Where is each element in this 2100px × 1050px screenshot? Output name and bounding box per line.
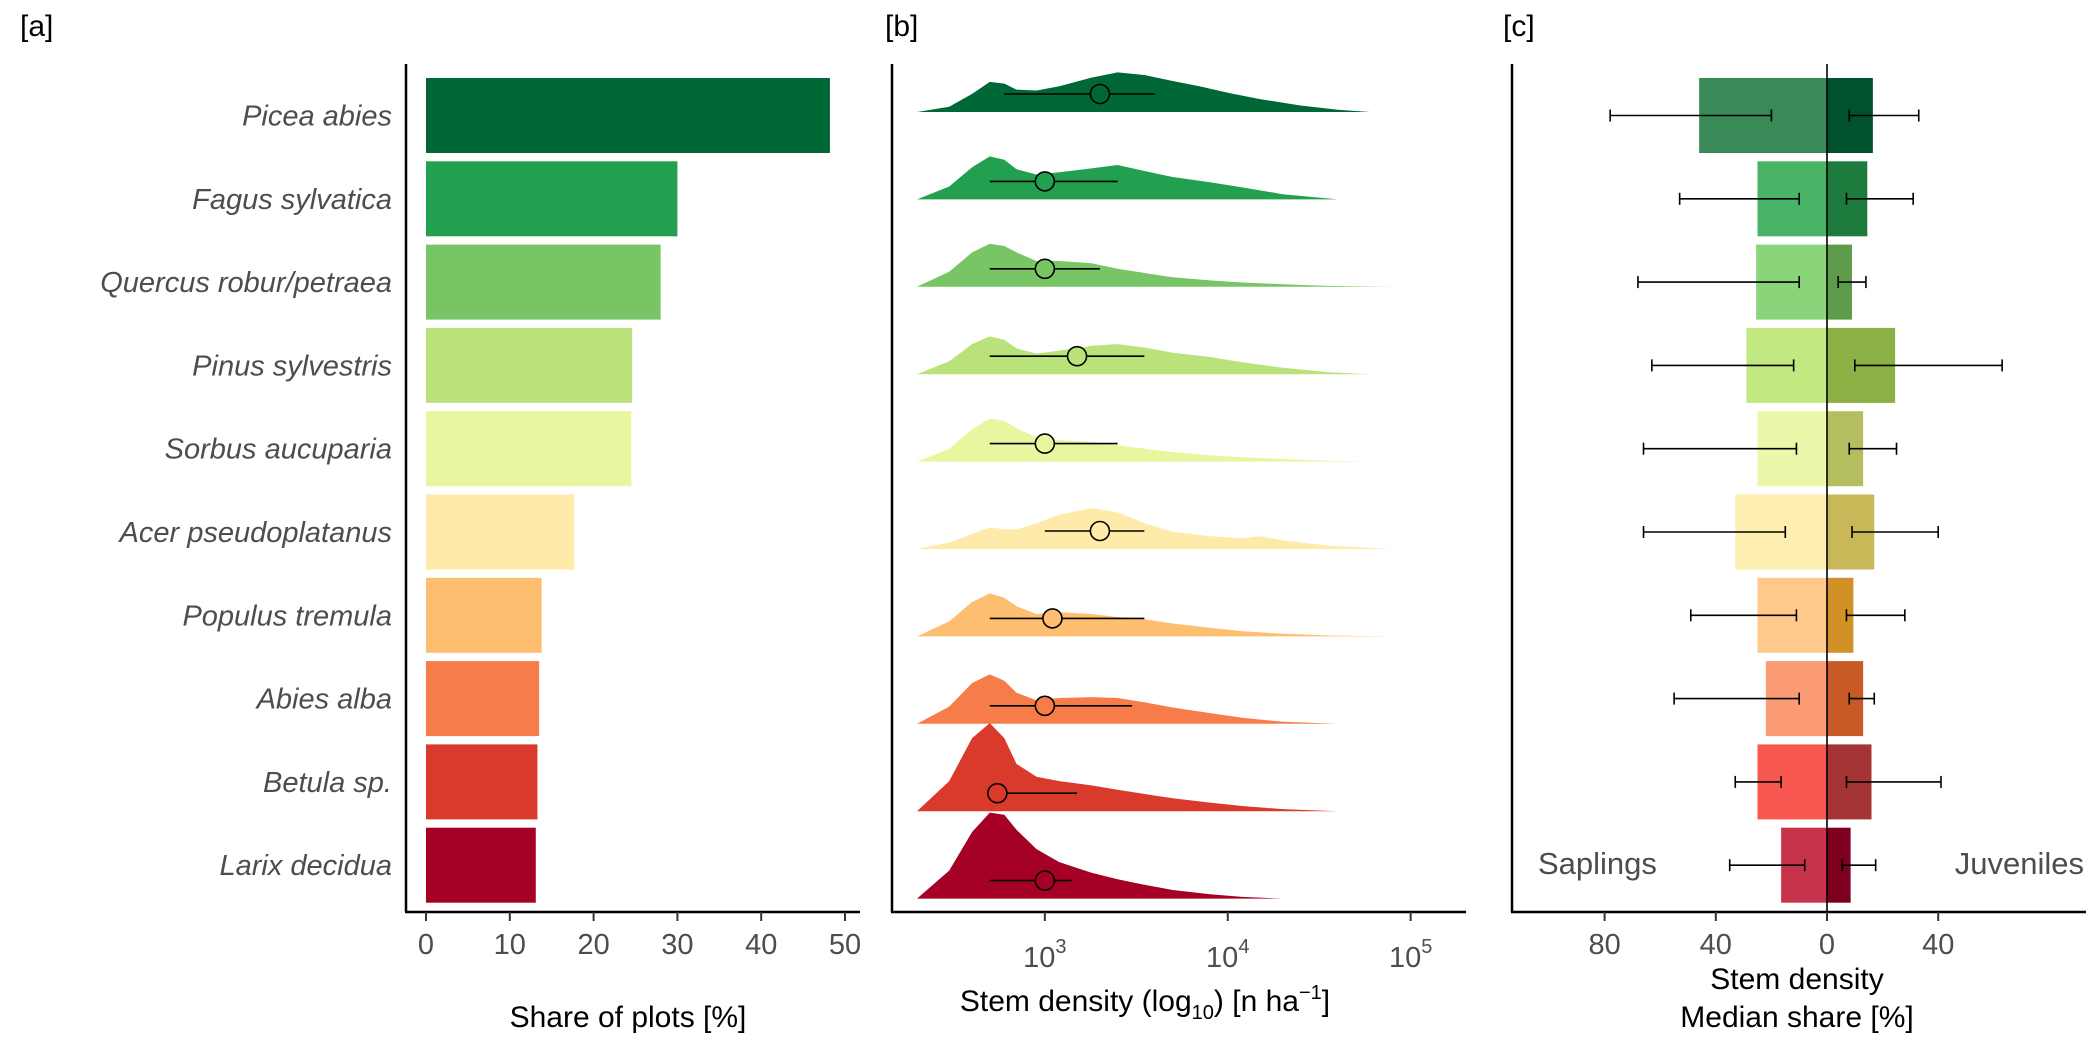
species-label: Picea abies — [242, 101, 392, 133]
species-label: Populus tremula — [182, 600, 392, 632]
panel-c-tick-label: 0 — [1819, 929, 1835, 961]
panel-a-bar — [426, 78, 830, 153]
juveniles-bar — [1827, 827, 1851, 903]
ridge-median-point — [1034, 433, 1056, 454]
panel-c-tick-label: 40 — [1922, 929, 1954, 961]
panel-b-x-title: Stem density (log10) [n ha−1] — [960, 982, 1330, 1024]
panel-c-tag: [c] — [1503, 10, 1535, 43]
species-label: Betula sp. — [263, 767, 392, 799]
juveniles-error-bar — [1851, 526, 1939, 538]
saplings-error-bar — [1673, 692, 1800, 705]
juveniles-error-bar — [1845, 775, 1942, 788]
saplings-error-bar — [1642, 442, 1798, 455]
species-label: Sorbus aucuparia — [165, 434, 392, 466]
panel-a-tick-label: 0 — [418, 929, 434, 961]
juveniles-error-bar — [1848, 442, 1898, 455]
juveniles-error-bar — [1841, 859, 1877, 872]
ridge-median-point — [1066, 345, 1088, 367]
ridge-median-point — [1034, 870, 1056, 891]
panel-a-tick-label: 30 — [661, 929, 693, 961]
panel-c-saplings-label: Saplings — [1538, 846, 1657, 881]
panel-b-tick-label: 104 — [1206, 936, 1249, 974]
panel-c-tick-label: 40 — [1700, 929, 1732, 961]
juveniles-error-bar — [1845, 609, 1906, 622]
panel-a: [a] Picea abies Fagus sylvatica Quercus ro… — [20, 10, 861, 1034]
panel-a-bar — [426, 661, 540, 737]
panel-b-tag: [b] — [885, 10, 918, 43]
species-label: Quercus robur/petraea — [100, 267, 392, 299]
panel-a-bar — [426, 744, 538, 820]
ridge-median-point — [987, 782, 1008, 804]
panel-c-x-title-line1: Stem density — [1710, 963, 1883, 996]
density-ridge — [917, 593, 1393, 637]
density-ridge — [917, 418, 1371, 462]
saplings-error-bar — [1678, 192, 1800, 205]
saplings-error-bar — [1651, 359, 1795, 372]
ridge-median-point — [1089, 520, 1111, 542]
panel-a-tick-label: 50 — [829, 929, 861, 961]
saplings-error-bar — [1642, 526, 1787, 538]
panel-a-bar — [426, 577, 542, 653]
panel-b-x-title-unit: ) [n ha — [1214, 985, 1299, 1018]
panel-b-x-title-main: Stem density (log — [960, 985, 1192, 1018]
species-label: Pinus sylvestris — [192, 350, 392, 382]
panel-c-x-ticks: 80 40 0 40 — [1588, 912, 1954, 961]
panel-b: [b] 103 104 105 Stem density (log10) [n ha… — [885, 10, 1466, 1024]
ridge-median-point — [1034, 695, 1056, 717]
panel-a-bar — [426, 827, 536, 903]
panel-b-x-title-end: ] — [1322, 985, 1330, 1018]
panel-b-tick-label: 103 — [1023, 936, 1066, 974]
panel-c-tick-label: 80 — [1588, 929, 1620, 961]
panel-c-bars — [1609, 64, 2003, 912]
juveniles-error-bar — [1848, 109, 1920, 122]
ridge-median-point — [1034, 258, 1056, 280]
panel-a-bar — [426, 244, 661, 320]
density-ridge — [917, 243, 1393, 287]
juveniles-error-bar — [1845, 192, 1914, 205]
panel-a-bar — [426, 494, 575, 570]
panel-a-x-title: Share of plots [%] — [510, 1001, 747, 1034]
panel-c-juveniles-label: Juveniles — [1955, 846, 2084, 881]
density-ridge — [917, 723, 1338, 812]
saplings-error-bar — [1689, 609, 1798, 622]
density-ridge — [917, 812, 1283, 899]
species-label: Larix decidua — [220, 850, 393, 882]
species-label: Acer pseudoplatanus — [118, 517, 392, 549]
density-ridge — [917, 674, 1338, 724]
panel-b-x-ticks: 103 104 105 — [1023, 912, 1432, 974]
density-ridge — [917, 508, 1393, 549]
panel-c-x-title-line2: Median share [%] — [1680, 1001, 1913, 1034]
panel-c: [c] 80 40 0 40 Saplings Juveniles Stem dens… — [1503, 10, 2086, 1034]
ridge-median-point — [1042, 608, 1063, 629]
panel-a-tick-label: 20 — [577, 929, 609, 961]
panel-a-tick-label: 10 — [494, 929, 526, 961]
panel-a-tick-label: 40 — [745, 929, 777, 961]
panel-a-x-ticks: 0 10 20 30 40 50 — [418, 912, 861, 961]
panel-b-tick-label: 105 — [1389, 936, 1432, 974]
juveniles-error-bar — [1837, 276, 1867, 289]
saplings-error-bar — [1734, 775, 1782, 788]
panel-b-ridges — [917, 72, 1393, 899]
panel-a-tag: [a] — [20, 10, 53, 43]
density-ridge — [917, 72, 1371, 112]
panel-a-bar — [426, 161, 678, 237]
panel-a-bar — [426, 327, 633, 403]
panel-a-bar — [426, 411, 632, 487]
juveniles-error-bar — [1854, 359, 2003, 372]
saplings-error-bar — [1728, 859, 1806, 872]
panel-b-x-title-sub: 10 — [1192, 1002, 1214, 1024]
panel-a-species-labels: Picea abies Fagus sylvatica Quercus robur/… — [100, 101, 392, 883]
panel-b-x-title-sup: −1 — [1299, 982, 1322, 1004]
panel-a-bars — [426, 78, 830, 903]
density-ridge — [917, 156, 1338, 200]
ridge-median-point — [1034, 171, 1056, 192]
species-label: Fagus sylvatica — [192, 184, 392, 216]
ridge-median-point — [1089, 83, 1111, 105]
saplings-error-bar — [1637, 276, 1800, 289]
species-label: Abies alba — [255, 684, 392, 716]
saplings-error-bar — [1609, 109, 1773, 122]
juveniles-error-bar — [1848, 692, 1876, 705]
density-ridge — [917, 336, 1371, 375]
